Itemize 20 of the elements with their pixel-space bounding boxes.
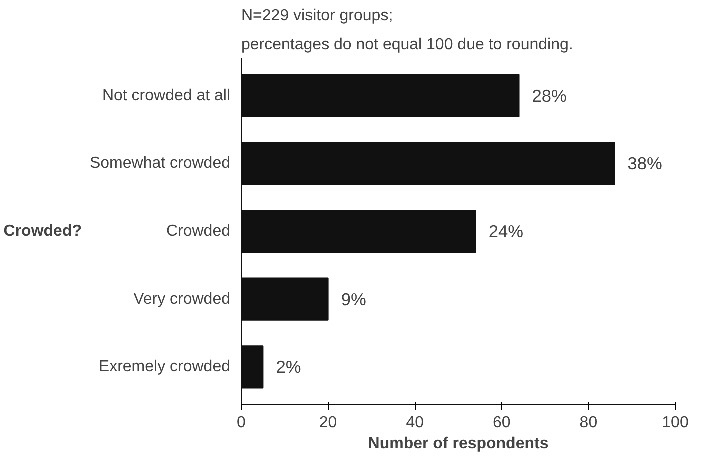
annotation: 38% [628,154,662,174]
y-tick-label: Very crowded [134,290,230,308]
x-tick-label: 80 [580,414,598,432]
y-tick-label: Not crowded at all [102,87,230,104]
x-tick-label: 0 [237,414,246,432]
x-tick-label: 100 [662,414,689,432]
y-tick-label: Crowded [166,223,230,240]
x-tick-label: 60 [493,414,511,432]
annotation: 24% [488,222,524,242]
text: N=229 visitor groups; [242,8,394,24]
annotation: 28% [532,86,567,106]
x-tick-label: 40 [406,414,424,432]
x-tick-label: 20 [319,414,338,432]
y-tick-label: Exremely crowded [98,358,231,376]
y-tick-label: Somewhat crowded [90,155,230,172]
annotation: 2% [276,357,302,378]
x-axis-title: Number of respondents [368,436,549,452]
annotation: 9% [341,289,366,310]
text: percentages do not equal 100 due to rounding. [242,36,574,54]
y-axis-title: Crowded? [4,223,82,240]
